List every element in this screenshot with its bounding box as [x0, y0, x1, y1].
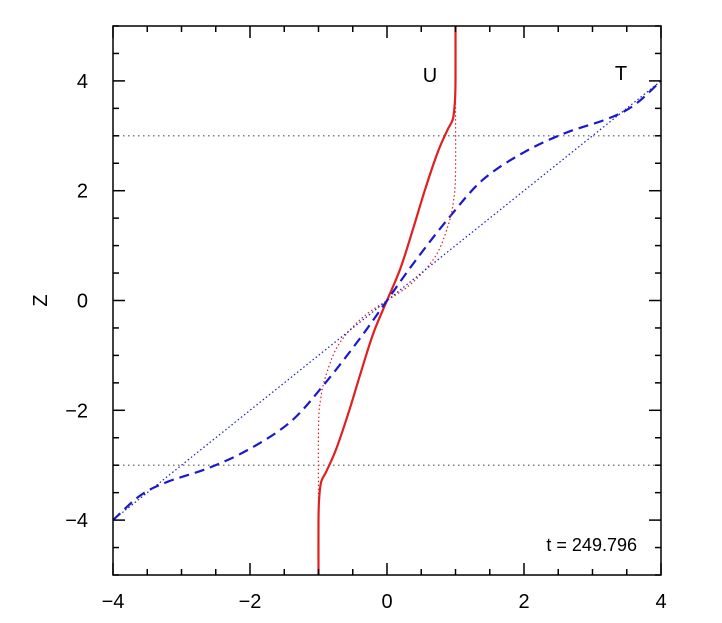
x-tick-label: 2: [518, 591, 529, 613]
reference-lines: [113, 135, 661, 466]
y-tick-label: 0: [77, 291, 88, 313]
y-axis-title: Z: [30, 294, 52, 306]
x-tick-label: 0: [381, 591, 392, 613]
tick-labels: −4 −2 0 2 4 −4 −2 0 2 4: [65, 71, 666, 613]
y-tick-label: 4: [77, 71, 88, 93]
y-tick-label: 2: [77, 181, 88, 203]
chart-series: [112, 25, 662, 576]
series-label-t: T: [615, 63, 627, 85]
x-tick-label: −4: [102, 591, 125, 613]
time-annotation: t = 249.796: [546, 535, 637, 555]
series-1-line: [112, 80, 662, 521]
x-tick-label: 4: [655, 591, 666, 613]
y-tick-label: −2: [65, 400, 88, 422]
series-3-line: [112, 80, 662, 521]
x-tick-label: −2: [239, 591, 262, 613]
axis-ticks: [112, 25, 662, 576]
y-tick-label: −4: [65, 510, 88, 532]
series-label-u: U: [423, 65, 437, 87]
